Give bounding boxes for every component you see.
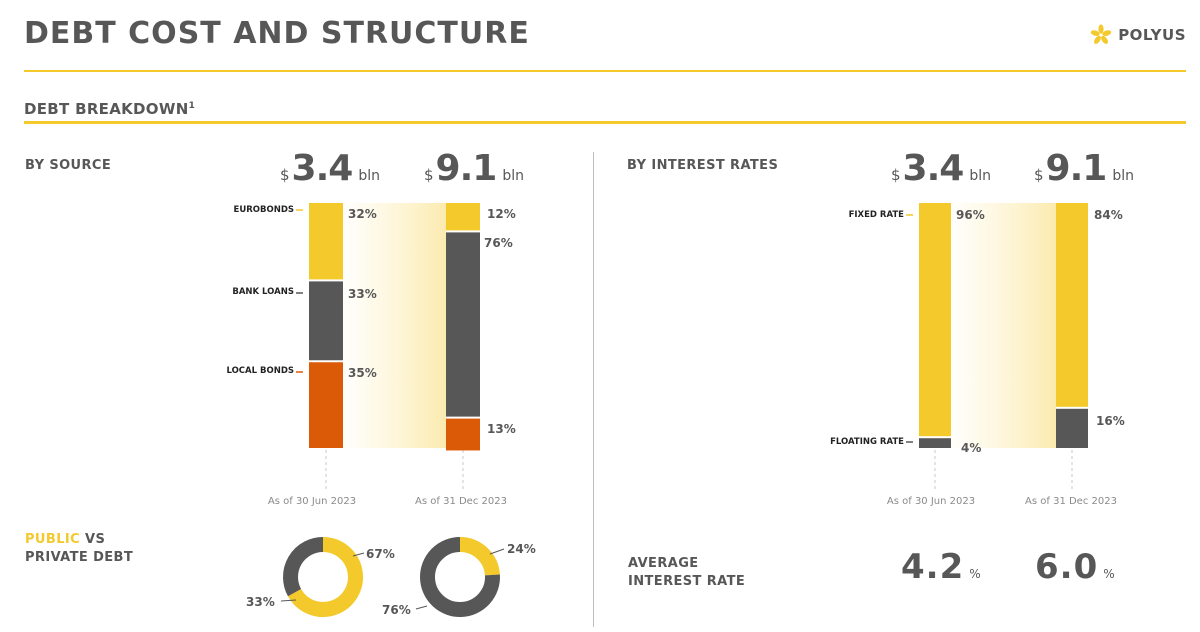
pct-private-dec: 76%: [382, 603, 411, 617]
date-rates-jun: As of 30 Jun 2023: [886, 496, 976, 507]
source-bar-local-bonds-0: [309, 362, 343, 448]
pct-private-jun: 33%: [246, 595, 275, 609]
total-value: 3.4: [902, 148, 965, 189]
pct-floating-jun: 4%: [961, 441, 982, 455]
donut-jun-slice-private: [283, 537, 324, 597]
avg-rate-unit: %: [969, 567, 981, 581]
donut-dec-private-leader: [415, 605, 428, 610]
rates-bar-floating-rate-0: [919, 438, 951, 448]
page-title: DEBT COST AND STRUCTURE: [24, 16, 530, 51]
category-floating-rate: FLOATING RATE: [830, 437, 904, 447]
total-value: 3.4: [291, 148, 354, 189]
currency-symbol: $: [1034, 166, 1044, 184]
pct-eurobonds-dec: 12%: [487, 207, 516, 221]
section-divider: [24, 121, 1186, 124]
pct-fixed-jun: 96%: [956, 208, 985, 222]
total-source-jun: $ 3.4 bln: [280, 148, 380, 189]
by-source-label: BY SOURCE: [25, 158, 112, 173]
donut-jun-slice-public: [287, 537, 363, 617]
total-rates-dec: $ 9.1 bln: [1034, 148, 1134, 189]
date-source-jun: As of 30 Jun 2023: [267, 496, 357, 507]
rates-bar-floating-rate-1: [1056, 408, 1088, 448]
category-bank-loans: BANK LOANS: [232, 287, 294, 297]
source-bar-eurobonds-1: [446, 203, 480, 231]
total-rates-jun: $ 3.4 bln: [891, 148, 991, 189]
donut-dec-slice-public: [459, 537, 500, 576]
category-eurobonds: EUROBONDS: [233, 205, 294, 215]
source-bar-bank-loans-0: [309, 281, 343, 361]
pct-bank-loans-dec: 76%: [484, 236, 513, 250]
total-value: 9.1: [435, 148, 498, 189]
pct-local-bonds-dec: 13%: [487, 422, 516, 436]
avg-rate-label-line2: INTEREST RATE: [628, 574, 746, 589]
rates-transition-glow: [951, 203, 1056, 448]
pct-bank-loans-jun: 33%: [348, 287, 377, 301]
pct-floating-dec: 16%: [1096, 414, 1125, 428]
private-label: PRIVATE DEBT: [25, 550, 134, 565]
date-source-dec: As of 31 Dec 2023: [415, 496, 507, 507]
avg-rate-label: AVERAGE INTEREST RATE: [628, 555, 745, 591]
donut-jun-public-leader: [352, 552, 365, 557]
logo-text: POLYUS: [1118, 26, 1186, 44]
source-bar-eurobonds-0: [309, 203, 343, 280]
pct-fixed-dec: 84%: [1094, 208, 1123, 222]
pct-public-dec: 24%: [507, 542, 536, 556]
header-divider: [24, 70, 1186, 72]
pct-public-jun: 67%: [366, 547, 395, 561]
avg-rate-label-line1: AVERAGE: [628, 556, 699, 571]
avg-rate-jun: 4.2 %: [901, 547, 981, 587]
total-unit: bln: [969, 168, 991, 184]
section-title-text: DEBT BREAKDOWN: [24, 100, 189, 118]
total-value: 9.1: [1045, 148, 1108, 189]
total-unit: bln: [358, 168, 380, 184]
polyus-logo: POLYUS: [1090, 24, 1186, 46]
currency-symbol: $: [891, 166, 901, 184]
source-bar-local-bonds-1: [446, 418, 480, 451]
section-footnote: 1: [188, 101, 196, 111]
polyus-logo-icon: [1091, 24, 1112, 44]
by-rates-label: BY INTEREST RATES: [627, 158, 779, 173]
avg-rate-dec: 6.0 %: [1035, 547, 1115, 587]
vertical-separator: [593, 152, 594, 627]
section-title: DEBT BREAKDOWN1: [24, 100, 195, 118]
category-fixed-rate: FIXED RATE: [848, 210, 904, 220]
public-private-label: PUBLIC VS PRIVATE DEBT: [25, 531, 133, 567]
currency-symbol: $: [424, 166, 434, 184]
avg-rate-unit: %: [1103, 567, 1115, 581]
source-bar-bank-loans-1: [446, 232, 480, 417]
total-source-dec: $ 9.1 bln: [424, 148, 524, 189]
avg-rate-dec-value: 6.0: [1035, 547, 1099, 587]
pct-local-bonds-jun: 35%: [348, 366, 377, 380]
source-transition-glow: [343, 203, 446, 448]
rates-bar-fixed-rate-1: [1056, 203, 1088, 407]
currency-symbol: $: [280, 166, 290, 184]
avg-rate-jun-value: 4.2: [901, 547, 965, 587]
vs-label: VS: [80, 532, 106, 547]
donut-dec-slice-private: [420, 537, 500, 617]
rates-bar-fixed-rate-0: [919, 203, 951, 437]
pct-eurobonds-jun: 32%: [348, 207, 377, 221]
category-local-bonds: LOCAL BONDS: [226, 366, 294, 376]
donut-dec-public-leader: [489, 548, 505, 555]
public-label: PUBLIC: [25, 532, 81, 547]
total-unit: bln: [1112, 168, 1134, 184]
donut-jun-private-leader: [280, 599, 297, 602]
total-unit: bln: [502, 168, 524, 184]
date-rates-dec: As of 31 Dec 2023: [1025, 496, 1117, 507]
